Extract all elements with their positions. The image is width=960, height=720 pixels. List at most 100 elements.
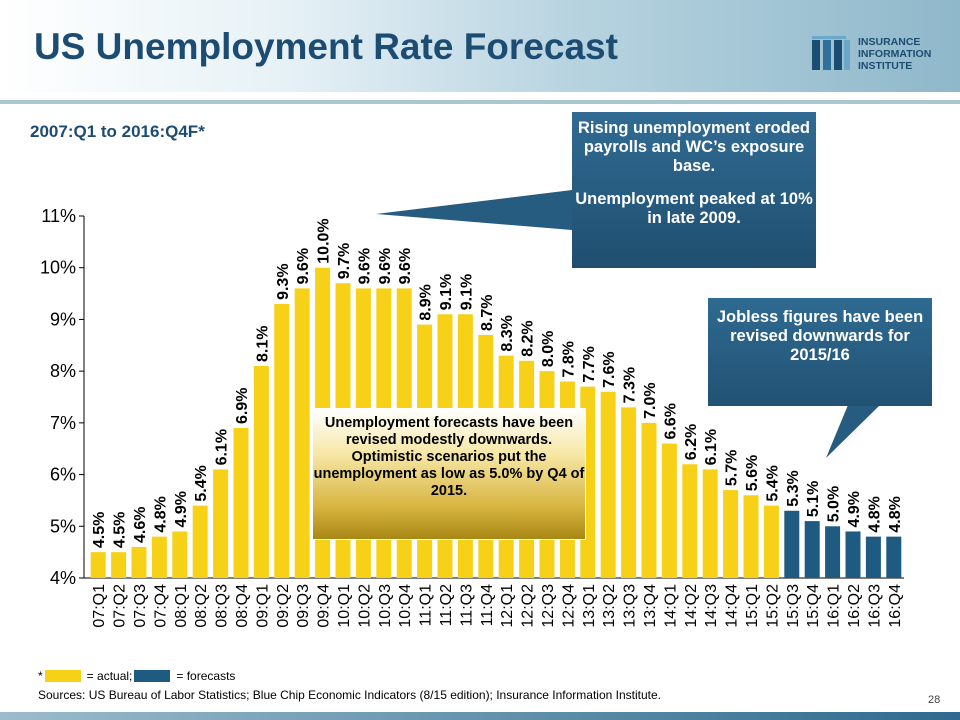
x-tick-label: 13:Q3 (622, 584, 639, 628)
bar-07-Q1 (90, 552, 106, 578)
bar-15-Q4 (804, 521, 820, 578)
bar-14-Q2 (682, 464, 698, 578)
bar-value-label: 7.3% (622, 367, 639, 403)
bar-value-label: 8.0% (540, 331, 557, 367)
callout-rising-text-1: Rising unemployment eroded payrolls and … (578, 119, 810, 175)
callout-rising-unemployment: Rising unemployment eroded payrolls and … (572, 112, 816, 268)
x-tick-label: 12:Q3 (540, 584, 557, 628)
x-tick-label: 15:Q1 (744, 584, 761, 628)
bar-value-label: 9.7% (336, 243, 353, 279)
x-tick-label: 08:Q3 (214, 584, 231, 628)
bar-13-Q3 (621, 407, 637, 578)
x-tick-label: 08:Q2 (193, 584, 210, 628)
callout-rising-text-2: Unemployment peaked at 10% in late 2009. (575, 190, 813, 227)
bar-value-label: 7.8% (560, 341, 577, 377)
legend-swatch-forecast (134, 670, 171, 682)
value-labels-group: 4.5% 4.5% 4.6% 4.8% 4.9%5.4%6.1%6.9%8.1%9.3%… (91, 218, 904, 548)
legend: * = actual; = forecasts (38, 669, 235, 683)
y-tick-label: 8% (50, 361, 76, 381)
bar-08-Q2 (192, 505, 208, 578)
sources-note: Sources: US Bureau of Labor Statistics; … (38, 688, 661, 702)
x-tick-label: 14:Q2 (683, 584, 700, 628)
x-tick-label: 14:Q4 (724, 584, 741, 628)
x-tick-label: 07:Q4 (152, 584, 169, 628)
x-tick-label: 12:Q2 (520, 584, 537, 628)
x-tick-label: 10:Q1 (336, 584, 353, 628)
y-tick-label: 5% (50, 516, 76, 536)
bar-value-label: 8.3% (499, 315, 516, 351)
x-tick-label: 11:Q4 (479, 584, 496, 627)
bar-value-label: 9.3% (275, 263, 292, 299)
bar-13-Q4 (641, 422, 657, 578)
logo-line-3: INSTITUTE (858, 60, 913, 72)
x-tick-label: 15:Q2 (764, 584, 781, 628)
bar-value-label: 4.9% (173, 491, 190, 527)
bar-value-label: 5.6% (744, 455, 761, 491)
bar-07-Q3 (131, 546, 147, 578)
iii-logo-text: INSURANCE INFORMATION INSTITUTE (858, 36, 931, 72)
bar-14-Q1 (661, 443, 677, 578)
x-tick-label: 12:Q1 (499, 584, 516, 628)
header-band (0, 0, 960, 92)
bar-value-label: 6.1% (214, 429, 231, 465)
bar-16-Q3 (865, 536, 881, 578)
x-tick-label: 09:Q4 (316, 584, 333, 628)
legend-label-actual: = actual; (86, 669, 133, 683)
callout-jobless-text: Jobless figures have been revised downwa… (716, 308, 924, 364)
y-tick-label: 6% (50, 465, 76, 485)
x-tick-label: 10:Q4 (397, 584, 414, 628)
bar-08-Q1 (172, 531, 188, 578)
bar-value-label: 10.0% (316, 218, 333, 263)
bar-value-label: 7.6% (601, 351, 618, 387)
logo-line-2: INFORMATION (858, 48, 932, 60)
x-tick-label: 09:Q3 (295, 584, 312, 628)
bar-15-Q3 (784, 510, 800, 578)
legend-swatch-actual (44, 670, 81, 682)
bar-value-label: 7.0% (642, 382, 659, 418)
bar-value-label: 4.8% (887, 496, 904, 532)
legend-label-forecast: = forecasts (176, 669, 236, 683)
y-tick-label: 11% (41, 206, 76, 226)
bar-value-label: 4.5% (112, 512, 129, 548)
x-tick-label: 10:Q2 (356, 584, 373, 628)
bar-value-label: 9.6% (295, 248, 312, 284)
bar-value-label: 8.9% (418, 284, 435, 320)
y-axis: 4% 5% 6% 7% 8% 9% 10% 11% (40, 206, 904, 588)
x-tick-label: 12:Q4 (560, 584, 577, 628)
bar-16-Q4 (886, 536, 902, 578)
x-tick-label: 13:Q4 (642, 584, 659, 628)
x-tick-label: 15:Q4 (805, 584, 822, 628)
bar-value-label: 6.6% (662, 403, 679, 439)
bar-value-label: 5.4% (193, 465, 210, 501)
bar-value-label: 4.8% (152, 496, 169, 532)
x-tick-label: 16:Q2 (846, 584, 863, 628)
iii-logo: INSURANCE INFORMATION INSTITUTE (812, 34, 952, 74)
x-tick-label: 16:Q4 (887, 584, 904, 628)
x-tick-label: 11:Q2 (438, 584, 455, 627)
bar-value-label: 5.7% (724, 450, 741, 486)
bar-14-Q3 (702, 469, 718, 578)
x-tick-label: 15:Q3 (785, 584, 802, 628)
page-number: 28 (928, 694, 941, 706)
bar-09-Q2 (274, 303, 290, 578)
x-tick-label: 07:Q3 (132, 584, 149, 628)
x-tick-label: 11:Q1 (418, 584, 435, 627)
callout-forecast-note: Unemployment forecasts have been revised… (312, 408, 586, 540)
x-tick-label: 14:Q1 (662, 584, 679, 628)
x-tick-label: 07:Q2 (112, 584, 129, 628)
bar-value-label: 8.7% (479, 294, 496, 330)
footer-divider (0, 712, 960, 720)
header-divider (0, 100, 960, 104)
bar-07-Q4 (151, 536, 167, 578)
bar-09-Q3 (294, 288, 310, 578)
bar-value-label: 4.9% (846, 491, 863, 527)
bar-value-label: 4.6% (132, 507, 149, 543)
x-tick-label: 14:Q3 (703, 584, 720, 628)
bar-value-label: 7.7% (581, 346, 598, 382)
bar-value-label: 4.5% (91, 512, 108, 548)
bar-value-label: 5.0% (826, 486, 843, 522)
x-tick-label: 09:Q1 (254, 584, 271, 628)
bar-value-label: 8.2% (520, 320, 537, 356)
page-title: US Unemployment Rate Forecast (34, 26, 618, 67)
callout-forecast-text: Unemployment forecasts have been revised… (313, 415, 585, 499)
